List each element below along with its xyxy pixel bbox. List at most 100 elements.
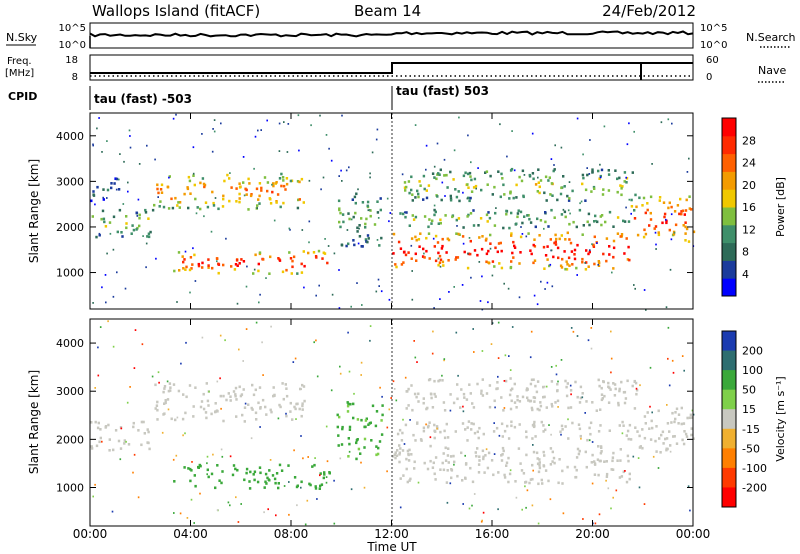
heatmap-cell [597, 260, 600, 263]
heatmap-cell [500, 396, 503, 399]
heatmap-cell [300, 177, 304, 181]
heatmap-cell [612, 451, 615, 455]
heatmap-cell [346, 404, 350, 408]
heatmap-cell [528, 217, 531, 221]
heatmap-cell [251, 408, 254, 411]
heatmap-cell [192, 415, 195, 418]
heatmap-cell [537, 181, 540, 184]
heatmap-cell [537, 168, 540, 171]
heatmap-cell [222, 263, 225, 267]
scatter-cell [511, 130, 513, 132]
heatmap-cell [247, 403, 250, 406]
scatter-cell [292, 361, 295, 363]
heatmap-cell [473, 249, 477, 252]
heatmap-cell [238, 192, 241, 196]
heatmap-cell [323, 471, 326, 474]
heatmap-cell [554, 243, 558, 246]
nsearch-tick-high: 10^5 [700, 23, 727, 34]
heatmap-cell [443, 174, 446, 177]
scatter-cell [425, 423, 427, 426]
heatmap-cell [193, 474, 196, 477]
heatmap-cell [513, 425, 517, 429]
heatmap-cell [441, 379, 444, 382]
heatmap-cell [135, 228, 138, 231]
colorbar-cell [722, 487, 736, 508]
heatmap-cell [98, 440, 101, 444]
heatmap-cell [465, 398, 469, 401]
heatmap-cell [658, 196, 662, 199]
heatmap-cell [263, 486, 266, 489]
scatter-cell [298, 149, 300, 152]
heatmap-cell [476, 430, 479, 434]
scatter-cell [266, 119, 268, 122]
scatter-cell [453, 286, 455, 288]
heatmap-cell [557, 481, 560, 485]
scatter-cell [605, 479, 607, 482]
heatmap-cell [205, 416, 208, 420]
heatmap-cell [560, 266, 564, 269]
heatmap-cell [599, 451, 603, 455]
scatter-cell [120, 427, 123, 430]
scatter-cell [201, 133, 203, 135]
heatmap-cell [635, 392, 638, 396]
scatter-cell [330, 159, 333, 162]
scatter-cell [388, 408, 391, 411]
heatmap-cell [524, 481, 527, 484]
scatter-cell [313, 341, 315, 344]
heatmap-cell [367, 423, 370, 426]
heatmap-cell [419, 438, 423, 441]
scatter-cell [681, 355, 684, 357]
heatmap-cell [512, 240, 515, 244]
heatmap-cell [482, 455, 485, 459]
heatmap-cell [188, 179, 192, 183]
heatmap-cell [527, 232, 530, 235]
heatmap-cell [502, 183, 505, 187]
freq-tick-high: 18 [65, 55, 78, 66]
scatter-cell [243, 194, 246, 197]
heatmap-cell [328, 471, 331, 474]
scatter-cell [632, 455, 635, 458]
heatmap-cell [296, 206, 300, 210]
scatter-cell [211, 150, 214, 153]
scatter-cell [242, 360, 244, 362]
scatter-cell [115, 188, 118, 191]
header-beam: Beam 14 [354, 2, 421, 20]
scatter-cell [173, 512, 175, 514]
heatmap-cell [493, 399, 496, 403]
scatter-cell [498, 434, 501, 437]
heatmap-cell [444, 446, 447, 450]
heatmap-cell [553, 168, 556, 171]
heatmap-cell [147, 235, 151, 239]
scatter-cell [392, 380, 395, 383]
scatter-cell [555, 373, 558, 376]
header-site: Wallops Island (fitACF) [92, 2, 260, 20]
velocity-marks [90, 320, 695, 526]
heatmap-cell [472, 209, 475, 212]
scatter-cell [129, 146, 132, 149]
heatmap-cell [120, 231, 123, 234]
heatmap-cell [154, 407, 157, 410]
scatter-cell [237, 521, 240, 523]
scatter-cell [637, 457, 640, 459]
scatter-cell [102, 196, 104, 199]
heatmap-cell [469, 196, 472, 200]
scatter-cell [603, 125, 606, 128]
heatmap-cell [123, 439, 126, 442]
heatmap-cell [453, 460, 456, 464]
heatmap-cell [449, 194, 452, 198]
heatmap-cell [461, 479, 464, 482]
scatter-cell [278, 122, 281, 125]
heatmap-cell [569, 389, 573, 392]
heatmap-cell [628, 258, 631, 262]
heatmap-cell [376, 200, 379, 203]
scatter-cell [607, 487, 610, 490]
heatmap-cell [618, 424, 621, 427]
heatmap-cell [581, 173, 585, 177]
heatmap-cell [480, 392, 483, 395]
heatmap-cell [541, 482, 544, 485]
heatmap-cell [442, 264, 445, 267]
heatmap-cell [509, 169, 513, 172]
heatmap-cell [426, 467, 430, 471]
heatmap-cell [568, 238, 571, 241]
scatter-cell [446, 501, 449, 504]
